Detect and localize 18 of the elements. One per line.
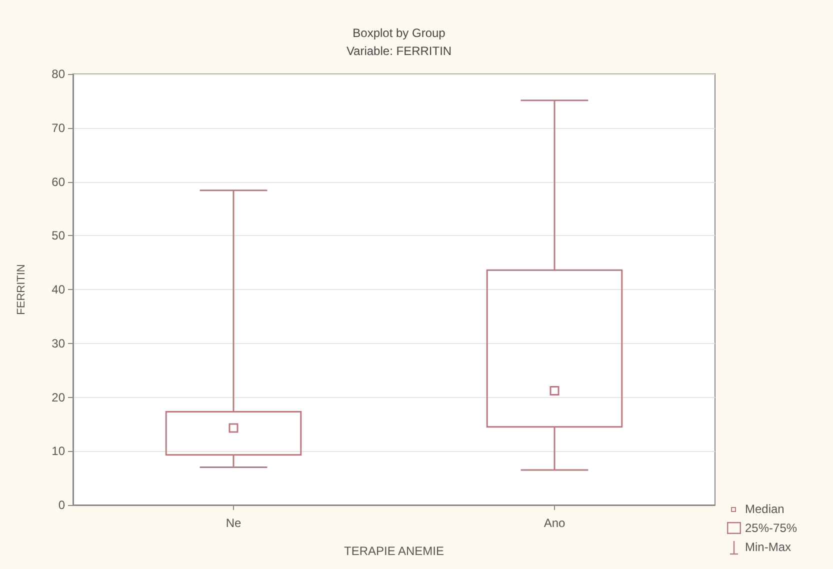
y-tick-label: 10 <box>52 444 66 458</box>
y-tick-label: 60 <box>52 174 66 189</box>
y-tick-label: 70 <box>52 120 66 135</box>
y-tick-label: 40 <box>52 282 66 296</box>
y-tick-label: 50 <box>52 228 66 243</box>
x-tick-label: Ne <box>226 516 242 530</box>
y-axis-title: FERRITIN <box>16 264 28 315</box>
x-axis-title: TERAPIE ANEMIE <box>344 544 444 558</box>
text: 25%-75% <box>745 521 798 535</box>
chart-subtitle: Variable: FERRITIN <box>346 44 452 58</box>
y-tick-label: 20 <box>52 390 66 404</box>
text: Median <box>745 502 784 516</box>
y-tick-label: 0 <box>58 498 66 512</box>
text: Min-Max <box>745 540 792 554</box>
chart-title: Boxplot by Group <box>352 26 446 40</box>
y-tick-label: 80 <box>52 67 66 81</box>
x-tick-label: Ano <box>544 516 566 530</box>
y-tick-label: 30 <box>52 336 66 350</box>
